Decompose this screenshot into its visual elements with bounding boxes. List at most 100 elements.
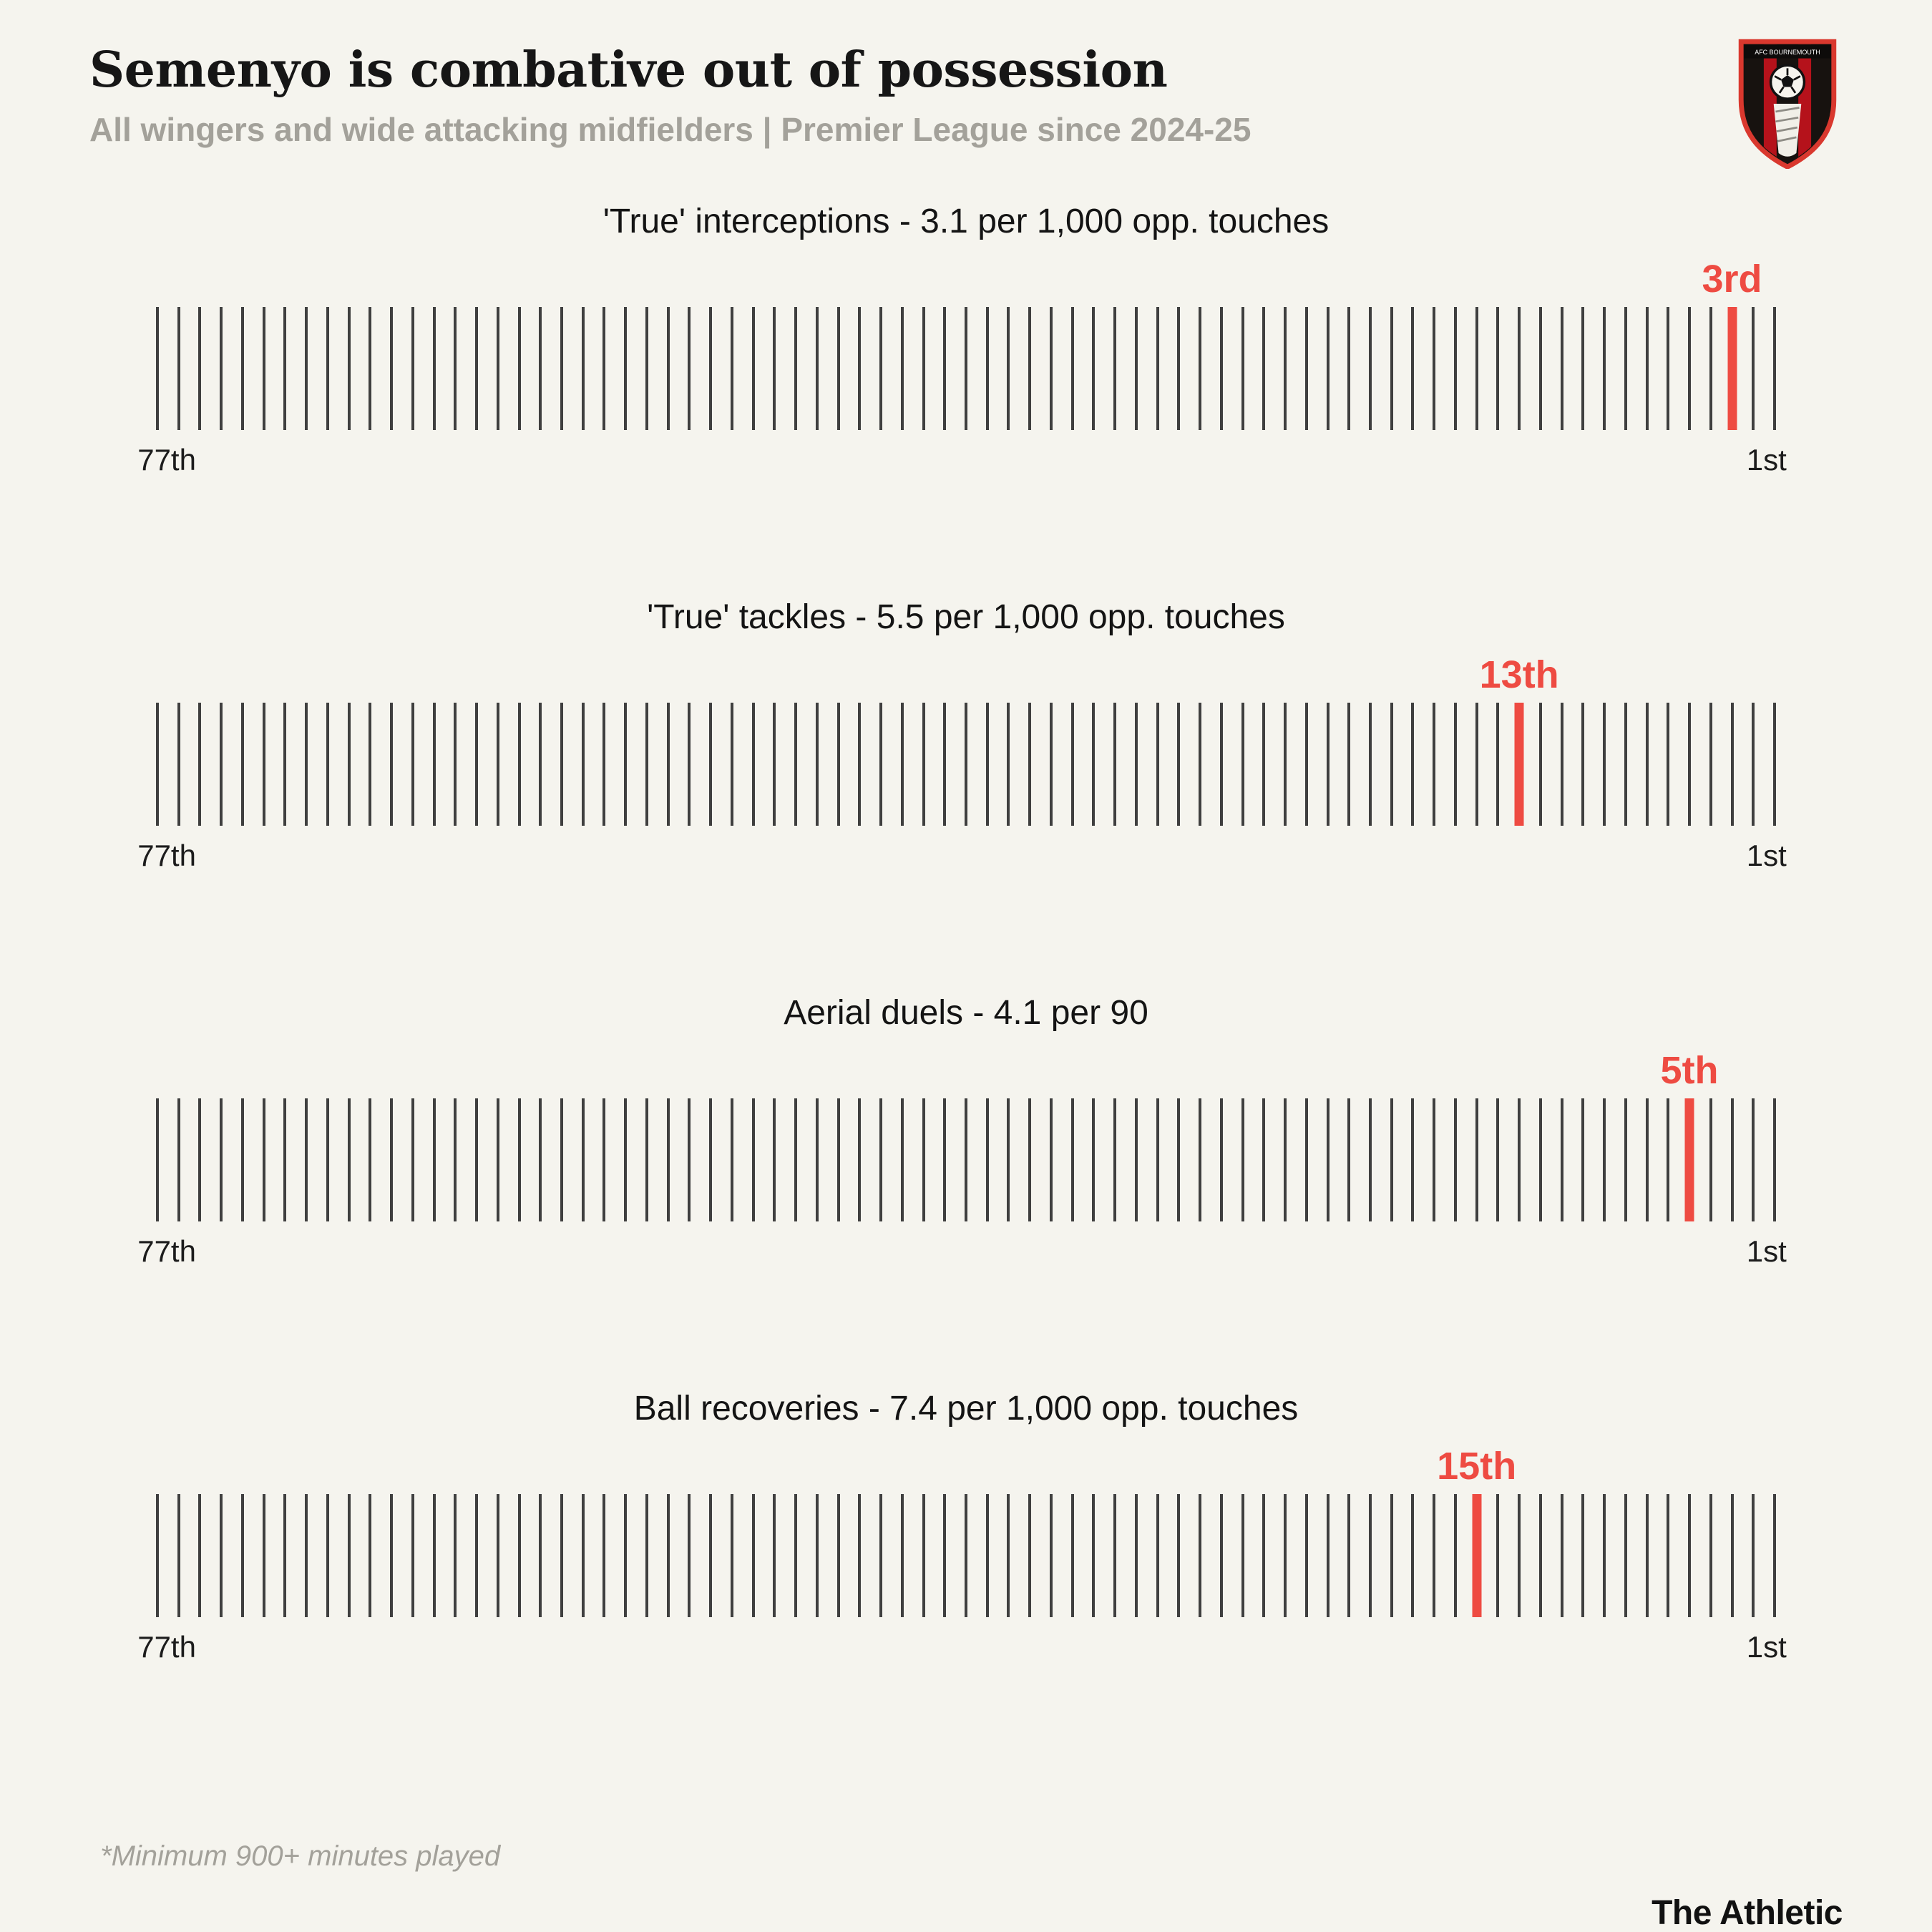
tick	[985, 1494, 989, 1618]
tick	[1709, 1098, 1712, 1222]
tick	[240, 703, 244, 826]
tick	[1390, 307, 1393, 431]
tick	[1028, 1494, 1032, 1618]
tick	[1411, 307, 1415, 431]
tick	[1304, 1494, 1308, 1618]
tick	[624, 703, 628, 826]
tick	[858, 1098, 862, 1222]
tick	[815, 307, 819, 431]
tick	[709, 703, 713, 826]
tick	[751, 307, 755, 431]
tick	[1560, 1494, 1563, 1618]
tick	[1645, 307, 1649, 431]
tick	[1304, 307, 1308, 431]
tick	[156, 1098, 159, 1222]
tick	[922, 1494, 925, 1618]
footnote: *Minimum 900+ minutes played	[100, 1840, 501, 1872]
tick	[773, 703, 776, 826]
tick	[1241, 1098, 1244, 1222]
tick	[900, 307, 904, 431]
tick	[369, 1494, 372, 1618]
tick	[262, 307, 265, 431]
tick	[1667, 307, 1670, 431]
tick	[773, 1494, 776, 1618]
tick	[730, 1494, 733, 1618]
tick	[1752, 307, 1755, 431]
tick	[1624, 703, 1627, 826]
tick	[965, 703, 967, 826]
tick	[815, 703, 819, 826]
tick	[581, 307, 585, 431]
tick	[1560, 307, 1563, 431]
tick	[156, 1494, 159, 1618]
rank-label-row: 15th	[157, 1435, 1775, 1488]
tick	[1645, 1098, 1649, 1222]
tick	[240, 307, 244, 431]
tick	[1369, 1098, 1372, 1222]
highlight-tick	[1472, 1494, 1482, 1618]
rank-strip: 15th 77th 1st	[137, 1435, 1787, 1664]
tick	[1475, 703, 1478, 826]
tick	[1347, 1494, 1351, 1618]
tick	[602, 1098, 606, 1222]
tick	[1411, 1494, 1415, 1618]
metric-title: Ball recoveries - 7.4 per 1,000 opp. tou…	[633, 1390, 1299, 1428]
tick	[1134, 1098, 1138, 1222]
tick	[773, 1098, 776, 1222]
tick	[1518, 307, 1521, 431]
tick	[836, 1494, 840, 1618]
tick	[1709, 703, 1712, 826]
tick	[1113, 307, 1117, 431]
tick	[369, 703, 372, 826]
tick	[1284, 703, 1287, 826]
panel-true-tackles: 'True' tackles - 5.5 per 1,000 opp. touc…	[89, 597, 1843, 873]
tick	[815, 1098, 819, 1222]
tick	[220, 1098, 223, 1222]
tick	[1028, 703, 1032, 826]
tick	[262, 1098, 265, 1222]
tick	[666, 307, 670, 431]
rank-strip: 3rd 77th 1st	[137, 248, 1787, 477]
tick	[347, 703, 351, 826]
tick	[688, 1098, 691, 1222]
tick	[1730, 1494, 1734, 1618]
tick	[879, 703, 883, 826]
tick	[1453, 307, 1457, 431]
tick	[1134, 703, 1138, 826]
rank-label-row: 13th	[157, 644, 1775, 697]
tick	[943, 703, 947, 826]
tick	[454, 1494, 457, 1618]
tick	[454, 307, 457, 431]
tick	[730, 307, 733, 431]
tick	[1390, 703, 1393, 826]
tick	[624, 307, 628, 431]
crest-text: AFC BOURNEMOUTH	[1755, 49, 1820, 56]
tick	[1284, 307, 1287, 431]
tick	[900, 1494, 904, 1618]
tick	[1667, 1494, 1670, 1618]
tick	[1028, 1098, 1032, 1222]
tick	[900, 703, 904, 826]
tick	[751, 1098, 755, 1222]
tick	[432, 307, 436, 431]
tick	[1199, 1494, 1202, 1618]
tick	[1347, 1098, 1351, 1222]
tick	[1538, 703, 1542, 826]
tick	[1007, 307, 1010, 431]
tick	[496, 1098, 499, 1222]
rank-label-row: 3rd	[157, 248, 1775, 301]
axis-labels: 77th 1st	[137, 839, 1787, 873]
tick	[858, 307, 862, 431]
tick	[965, 1494, 967, 1618]
tick	[900, 1098, 904, 1222]
tick	[1773, 1494, 1776, 1618]
tick	[1007, 703, 1010, 826]
tick	[922, 703, 925, 826]
tick	[198, 1098, 202, 1222]
tick	[1603, 307, 1606, 431]
tick	[560, 1098, 563, 1222]
tick	[240, 1494, 244, 1618]
axis-left-label: 77th	[137, 839, 196, 873]
tick	[666, 1098, 670, 1222]
tick	[836, 307, 840, 431]
